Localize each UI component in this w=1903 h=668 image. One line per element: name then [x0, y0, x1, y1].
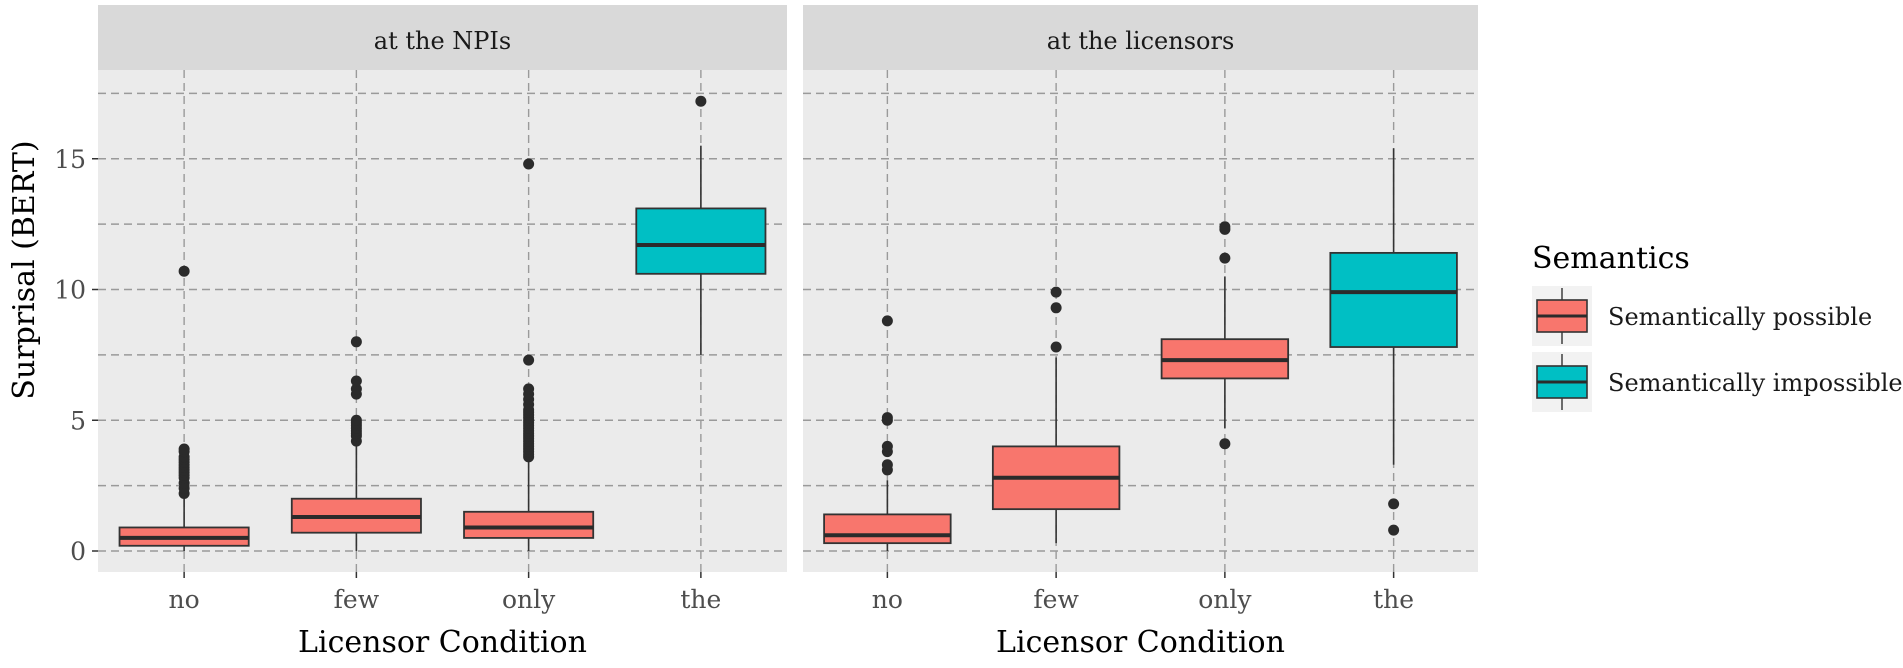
facet-panel-2: at the licensors no few only the Licensor Con… [803, 5, 1478, 660]
facet-strip [803, 5, 1478, 70]
box-the [635, 95, 767, 355]
box-body [1329, 251, 1458, 348]
x-tick-label: no [872, 585, 903, 614]
legend-label: Semantically impossible [1608, 369, 1903, 397]
x-tick-label: only [502, 585, 556, 614]
outlier-point [1388, 498, 1400, 510]
box-only [1160, 221, 1290, 450]
legend-key [1532, 352, 1592, 412]
outlier-point [523, 158, 535, 170]
facet-panel-1: at the NPIs no few only the Licensor Conditio… [98, 5, 787, 660]
y-tick-label: 5 [70, 406, 86, 435]
x-tick-label: only [1198, 585, 1252, 614]
outlier-point [523, 383, 535, 395]
x-axis-title: Licensor Condition [996, 625, 1285, 660]
outlier-point [1050, 286, 1062, 298]
outlier-point [881, 412, 893, 424]
box-no [823, 315, 952, 551]
outlier-point [523, 354, 535, 366]
box-few [991, 286, 1121, 544]
plot-background [98, 70, 787, 572]
outlier-point [1219, 438, 1231, 450]
x-tick-label: no [169, 585, 200, 614]
y-axis-title: Surprisal (BERT) [7, 140, 42, 399]
y-tick-label: 10 [54, 276, 86, 305]
facet-strip-label: at the NPIs [374, 27, 511, 55]
x-tick-label: few [1033, 585, 1079, 614]
facet-strip-label: at the licensors [1047, 27, 1235, 55]
outlier-point [1050, 302, 1062, 314]
x-tick-label: the [680, 585, 721, 614]
legend-key [1532, 286, 1592, 346]
outlier-point [1219, 221, 1231, 233]
box-body [635, 207, 767, 275]
y-tick-label: 0 [70, 537, 86, 566]
outlier-point [1050, 341, 1062, 353]
outlier-point [1388, 524, 1400, 536]
outlier-point [1219, 252, 1231, 264]
outlier-point [350, 383, 362, 395]
facet-strip [98, 5, 787, 70]
box-body [823, 513, 952, 545]
box-few [290, 336, 422, 551]
legend: Semantics Semantically possible Semantica… [1532, 241, 1903, 412]
y-tick-label: 15 [54, 145, 86, 174]
outlier-point [350, 336, 362, 348]
box-the [1329, 148, 1458, 536]
legend-title: Semantics [1532, 241, 1690, 276]
y-axis: 0 5 10 15 [54, 145, 98, 566]
box-no [118, 265, 250, 551]
outlier-point [350, 375, 362, 387]
outlier-point [881, 459, 893, 471]
outlier-point [881, 440, 893, 452]
outlier-point [178, 443, 190, 455]
box-body [463, 510, 595, 539]
x-tick-label: few [334, 585, 380, 614]
legend-label: Semantically possible [1608, 303, 1872, 331]
outlier-point [695, 95, 707, 107]
outlier-point [881, 315, 893, 327]
x-axis-title: Licensor Condition [298, 625, 587, 660]
outlier-point [350, 414, 362, 426]
panels: at the NPIs no few only the Licensor Conditio… [98, 5, 1478, 660]
x-tick-label: the [1373, 585, 1414, 614]
outlier-point [178, 265, 190, 277]
box-only [463, 158, 595, 551]
